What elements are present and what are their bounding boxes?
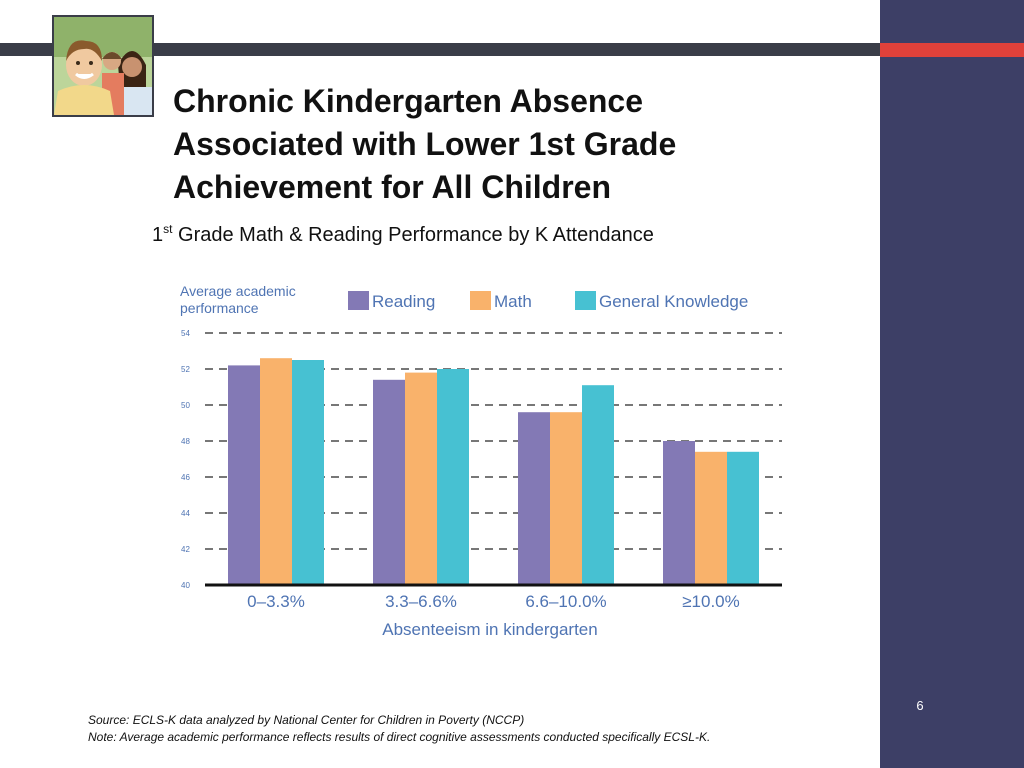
y-tick-label-54: 54 <box>181 329 190 338</box>
right-accent-bar <box>880 43 1024 57</box>
y-tick-label-40: 40 <box>181 581 190 590</box>
x-tick-label-1: 0–3.3% <box>247 592 305 611</box>
legend-swatch-3 <box>575 291 596 310</box>
source-line: Source: ECLS-K data analyzed by National… <box>88 713 525 727</box>
subtitle-prefix: 1 <box>152 224 164 246</box>
legend-label-2: Math <box>494 292 532 311</box>
top-header-bar <box>0 43 880 56</box>
student-photo <box>52 15 154 117</box>
note-line: Note: Average academic performance refle… <box>88 730 711 744</box>
legend-label-3: General Knowledge <box>599 292 748 311</box>
bar-2-series-2 <box>405 372 437 585</box>
x-tick-label-2: 3.3–6.6% <box>385 592 457 611</box>
bar-1-series-2 <box>260 358 292 585</box>
bar-2-series-1 <box>373 379 405 585</box>
page-number: 6 <box>916 698 924 713</box>
y-tick-label-52: 52 <box>181 365 190 374</box>
subtitle-superscript: st <box>163 222 173 236</box>
bar-3-series-3 <box>582 385 614 585</box>
bar-1-series-1 <box>228 365 260 585</box>
y-tick-label-44: 44 <box>181 509 190 518</box>
subtitle-text: Grade Math & Reading Performance by K At… <box>172 224 654 246</box>
title-line-1: Chronic Kindergarten Absence <box>173 83 644 119</box>
bar-2-series-3 <box>437 369 469 585</box>
right-side-panel <box>880 0 1024 768</box>
x-tick-label-3: 6.6–10.0% <box>525 592 606 611</box>
title-line-3: Achievement for All Children <box>173 169 611 205</box>
y-axis-label-line-1: Average academic <box>180 283 296 299</box>
title-line-2: Associated with Lower 1st Grade <box>173 126 677 162</box>
y-tick-label-46: 46 <box>181 473 190 482</box>
y-axis-label-line-2: performance <box>180 300 259 316</box>
bar-1-series-3 <box>292 360 324 585</box>
chart-subtitle: 1st Grade Math & Reading Performance by … <box>152 222 832 247</box>
legend-swatch-1 <box>348 291 369 310</box>
x-axis-label: Absenteeism in kindergarten <box>382 620 597 639</box>
source-notes: Source: ECLS-K data analyzed by National… <box>88 712 710 746</box>
y-tick-label-50: 50 <box>181 401 190 410</box>
legend-swatch-2 <box>470 291 491 310</box>
bar-3-series-1 <box>518 412 550 585</box>
bar-4-series-3 <box>727 451 759 585</box>
bar-3-series-2 <box>550 412 582 585</box>
bar-4-series-2 <box>695 451 727 585</box>
legend-label-1: Reading <box>372 292 435 311</box>
y-tick-label-48: 48 <box>181 437 190 446</box>
slide-title: Chronic Kindergarten Absence Associated … <box>173 80 813 209</box>
x-tick-label-4: ≥10.0% <box>682 592 740 611</box>
y-tick-label-42: 42 <box>181 545 190 554</box>
bar-4-series-1 <box>663 441 695 585</box>
